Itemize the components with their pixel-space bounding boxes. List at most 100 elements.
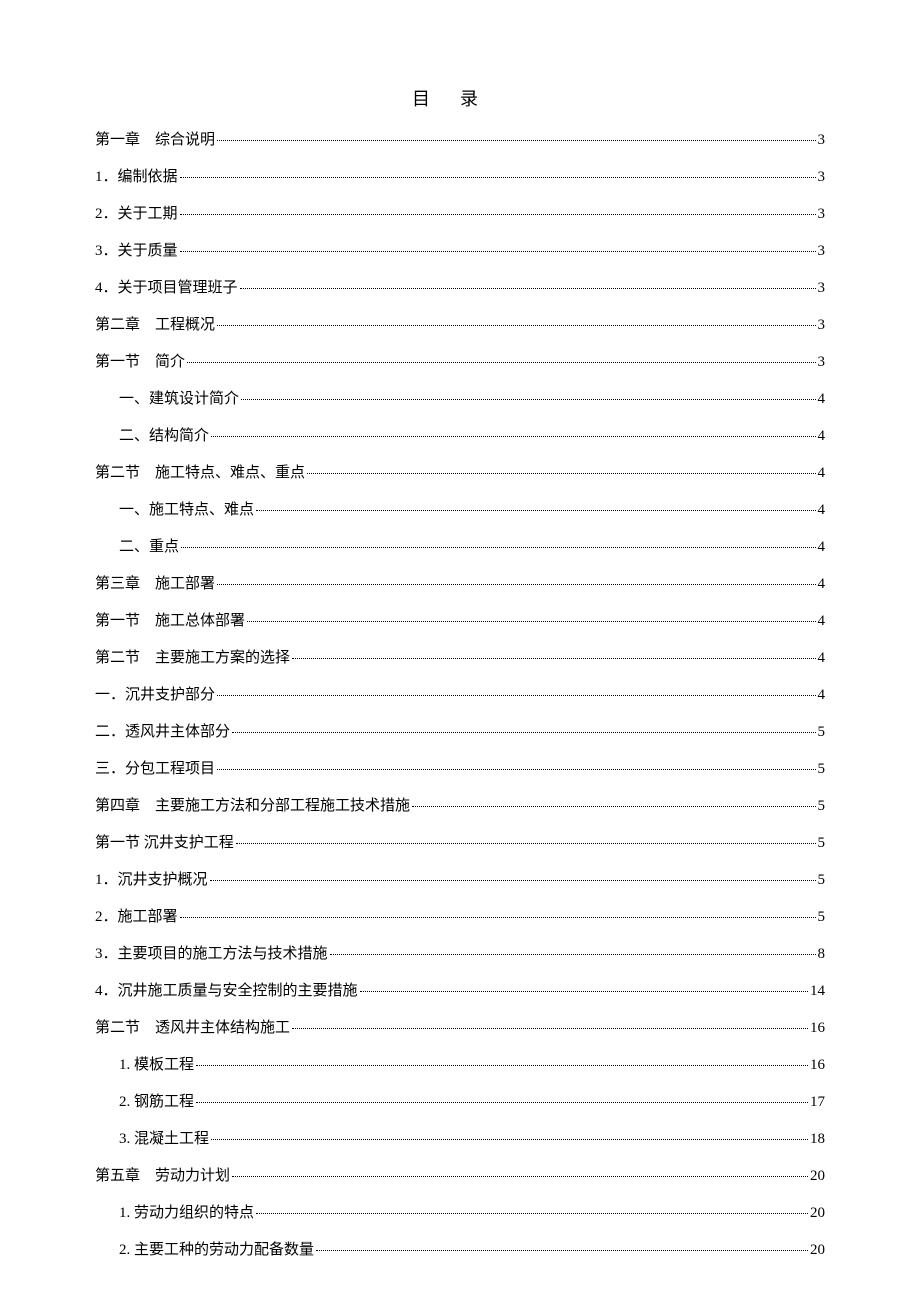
toc-entry[interactable]: 1. 模板工程16 [95,1056,825,1076]
toc-leader-dots [256,510,815,511]
toc-entry-page: 20 [810,1167,825,1187]
toc-entry[interactable]: 第二节 主要施工方案的选择 4 [95,649,825,669]
toc-entry[interactable]: 二、结构简介 4 [95,427,825,447]
toc-entry[interactable]: 第五章 劳动力计划 20 [95,1167,825,1187]
toc-entry[interactable]: 一．沉井支护部分 4 [95,686,825,706]
toc-entry-page: 4 [818,686,826,706]
toc-entry-text: 一、施工特点、难点 [119,501,254,521]
toc-leader-dots [196,1102,808,1103]
toc-leader-dots [217,769,815,770]
toc-entry[interactable]: 第二节 透风井主体结构施工16 [95,1019,825,1039]
toc-entry-page: 4 [818,427,826,447]
toc-entry[interactable]: 二．透风井主体部分5 [95,723,825,743]
toc-leader-dots [412,806,815,807]
toc-entry-text: 1．沉井支护概况 [95,871,208,891]
toc-entry-page: 3 [818,316,826,336]
toc-leader-dots [316,1250,808,1251]
toc-entry-page: 14 [810,982,825,1002]
toc-entry-text: 第四章 主要施工方法和分部工程施工技术措施 [95,797,410,817]
toc-leader-dots [330,954,816,955]
toc-entry[interactable]: 三．分包工程项目 5 [95,760,825,780]
toc-entry-text: 二、重点 [119,538,179,558]
toc-entry[interactable]: 3．主要项目的施工方法与技术措施8 [95,945,825,965]
toc-entry-text: 第一章 综合说明 [95,131,215,151]
toc-entry-text: 1．编制依据 [95,168,178,188]
toc-leader-dots [187,362,815,363]
toc-entry-page: 3 [818,353,826,373]
toc-entry-text: 2．关于工期 [95,205,178,225]
toc-entry[interactable]: 1. 劳动力组织的特点20 [95,1204,825,1224]
toc-entry-page: 3 [818,279,826,299]
toc-entry-text: 第三章 施工部署 [95,575,215,595]
toc-entry-page: 4 [818,649,826,669]
toc-entry-page: 4 [818,575,826,595]
toc-leader-dots [217,325,815,326]
toc-entry[interactable]: 1．编制依据 3 [95,168,825,188]
toc-entry-text: 3. 混凝土工程 [119,1130,209,1150]
toc-leader-dots [240,288,816,289]
toc-entry-text: 第二章 工程概况 [95,316,215,336]
toc-leader-dots [232,1176,808,1177]
toc-entry[interactable]: 2．关于工期 3 [95,205,825,225]
toc-leader-dots [360,991,808,992]
toc-entry-text: 第二节 透风井主体结构施工 [95,1019,290,1039]
toc-entry[interactable]: 一、施工特点、难点 4 [95,501,825,521]
toc-entry[interactable]: 第一节 简介3 [95,353,825,373]
toc-entry[interactable]: 2. 主要工种的劳动力配备数量20 [95,1241,825,1261]
toc-leader-dots [307,473,815,474]
toc-leader-dots [247,621,815,622]
toc-leader-dots [292,658,815,659]
toc-entry-text: 二、结构简介 [119,427,209,447]
toc-leader-dots [210,880,816,881]
toc-entry[interactable]: 第一节 沉井支护工程 5 [95,834,825,854]
toc-leader-dots [211,436,815,437]
toc-entry[interactable]: 2．施工部署5 [95,908,825,928]
toc-leader-dots [180,214,816,215]
toc-title: 目录 [95,85,825,111]
toc-entry-text: 三．分包工程项目 [95,760,215,780]
toc-leader-dots [211,1139,808,1140]
toc-entry[interactable]: 第二章 工程概况 3 [95,316,825,336]
toc-entry[interactable]: 3. 混凝土工程 18 [95,1130,825,1150]
toc-entry-text: 第一节 施工总体部署 [95,612,245,632]
toc-entry-text: 第二节 施工特点、难点、重点 [95,464,305,484]
toc-entry-text: 2．施工部署 [95,908,178,928]
toc-entry[interactable]: 第一节 施工总体部署 4 [95,612,825,632]
toc-entry-page: 4 [818,501,826,521]
toc-entry[interactable]: 2. 钢筋工程 17 [95,1093,825,1113]
toc-entry[interactable]: 第四章 主要施工方法和分部工程施工技术措施5 [95,797,825,817]
toc-leader-dots [217,584,815,585]
toc-entry-page: 5 [818,834,826,854]
toc-entry-page: 4 [818,612,826,632]
toc-leader-dots [236,843,816,844]
toc-entry-page: 3 [818,131,826,151]
toc-entry[interactable]: 3．关于质量3 [95,242,825,262]
toc-entry[interactable]: 第一章 综合说明 3 [95,131,825,151]
toc-leader-dots [256,1213,808,1214]
toc-entry-page: 3 [818,205,826,225]
toc-entry-page: 17 [810,1093,825,1113]
toc-entry[interactable]: 二、重点 4 [95,538,825,558]
toc-entry-page: 4 [818,538,826,558]
toc-entry-text: 3．主要项目的施工方法与技术措施 [95,945,328,965]
toc-entry-text: 第一节 沉井支护工程 [95,834,234,854]
toc-container: 第一章 综合说明31．编制依据32．关于工期33．关于质量34．关于项目管理班子… [95,131,825,1261]
toc-entry[interactable]: 第三章 施工部署 4 [95,575,825,595]
toc-entry-text: 一．沉井支护部分 [95,686,215,706]
toc-entry-page: 5 [818,760,826,780]
toc-entry-page: 3 [818,168,826,188]
toc-entry-page: 20 [810,1204,825,1224]
toc-entry[interactable]: 第二节 施工特点、难点、重点4 [95,464,825,484]
toc-entry-page: 3 [818,242,826,262]
toc-entry-text: 2. 钢筋工程 [119,1093,194,1113]
toc-entry-text: 第二节 主要施工方案的选择 [95,649,290,669]
toc-entry[interactable]: 一、建筑设计简介4 [95,390,825,410]
toc-entry[interactable]: 1．沉井支护概况5 [95,871,825,891]
toc-entry-text: 第五章 劳动力计划 [95,1167,230,1187]
toc-entry[interactable]: 4．关于项目管理班子3 [95,279,825,299]
toc-entry[interactable]: 4．沉井施工质量与安全控制的主要措施14 [95,982,825,1002]
toc-entry-page: 18 [810,1130,825,1150]
toc-entry-page: 16 [810,1056,825,1076]
toc-entry-text: 一、建筑设计简介 [119,390,239,410]
toc-leader-dots [196,1065,808,1066]
